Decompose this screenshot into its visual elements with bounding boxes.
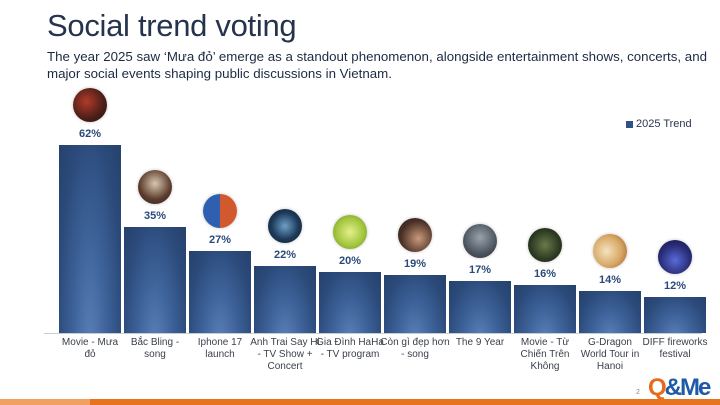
bar	[514, 285, 576, 333]
data-label: 14%	[598, 274, 622, 286]
x-axis-label: Gia Đình HaHa - TV program	[316, 337, 384, 360]
concert-icon	[268, 209, 302, 243]
bar-group: 62%	[59, 88, 121, 334]
bar-group: 19%	[384, 90, 446, 334]
bar	[254, 266, 316, 333]
bar	[449, 281, 511, 333]
x-axis-label: DIFF fireworks festival	[642, 337, 708, 360]
page-title: Social trend voting	[47, 8, 297, 43]
data-label: 20%	[338, 255, 362, 267]
x-axis-label: The 9 Year	[455, 337, 505, 348]
chart-legend: 2025 Trend	[626, 118, 692, 130]
x-axis-label: Còn gì đẹp hơn - song	[380, 337, 450, 360]
x-axis-label: Bắc Bling - song	[130, 337, 180, 360]
legend-label: 2025 Trend	[636, 118, 692, 130]
bar	[124, 227, 186, 333]
bar	[319, 272, 381, 333]
bar	[644, 297, 706, 333]
bar-group: 14%	[579, 90, 641, 334]
data-label: 16%	[533, 268, 557, 280]
movie-poster-icon	[528, 228, 562, 262]
bar-chart: 62% 35% 27% 22% 20% 19% 17% 16% 14% 12%	[42, 88, 706, 334]
bar	[579, 291, 641, 333]
bar-group: 35%	[124, 90, 186, 334]
x-axis-line	[44, 333, 702, 334]
music-video-icon	[138, 170, 172, 204]
data-label: 19%	[403, 258, 427, 270]
bar	[59, 145, 121, 333]
qandme-logo: Q&Me	[648, 374, 711, 401]
data-label: 17%	[468, 264, 492, 276]
x-axis-label: Movie - Từ Chiến Trên Không	[520, 337, 570, 372]
bar-group: 27%	[189, 90, 251, 334]
phone-icon	[203, 194, 237, 228]
x-axis-label: Anh Trai Say Hi - TV Show + Concert	[250, 337, 320, 372]
song-cover-icon	[398, 218, 432, 252]
x-axis-label: G-Dragon World Tour in Hanoi	[580, 337, 640, 372]
bar-group: 12%	[644, 90, 706, 334]
data-label: 22%	[273, 249, 297, 261]
data-label: 62%	[78, 128, 102, 140]
bar-group: 22%	[254, 90, 316, 334]
data-label: 27%	[208, 234, 232, 246]
tv-show-icon	[333, 215, 367, 249]
page-subtitle: The year 2025 saw ‘Mưa đỏ’ emerge as a s…	[47, 49, 707, 81]
bar-group: 17%	[449, 90, 511, 334]
data-label: 35%	[143, 210, 167, 222]
legend-swatch-icon	[626, 120, 633, 128]
data-label: 12%	[663, 280, 687, 292]
fireworks-icon	[658, 240, 692, 274]
bar-group: 20%	[319, 90, 381, 334]
x-axis-label: Iphone 17 launch	[197, 337, 243, 360]
bar-group: 16%	[514, 90, 576, 334]
nine-year-icon	[463, 224, 497, 258]
footer-accent-bar	[0, 399, 720, 405]
page-number: 2	[636, 389, 640, 396]
bar	[189, 251, 251, 333]
movie-poster-icon	[73, 88, 107, 122]
bar	[384, 275, 446, 333]
x-axis-label: Movie - Mưa đỏ	[61, 337, 119, 360]
concert-photo-icon	[593, 234, 627, 268]
